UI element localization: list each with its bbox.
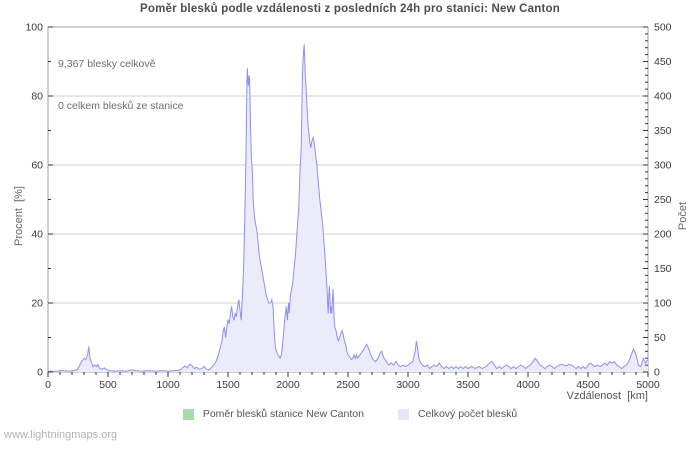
- right-axis-tick-label: 400: [654, 91, 672, 103]
- right-axis-tick-label: 300: [654, 160, 672, 172]
- x-axis-tick-label: 1000: [156, 379, 180, 391]
- totals-annotation: 9,367 blesky celkově 0 celkem blesků ze …: [58, 29, 183, 141]
- x-axis-tick-label: 1500: [216, 379, 240, 391]
- ratio-series-swatch: [182, 408, 194, 420]
- x-axis-tick-label: 2000: [276, 379, 300, 391]
- left-axis-tick-label: 60: [31, 160, 43, 172]
- legend-item-total: Celkový počet blesků: [397, 408, 518, 420]
- x-axis-tick-label: 4500: [576, 379, 600, 391]
- x-axis-tick-label: 3500: [456, 379, 480, 391]
- right-axis-tick-label: 100: [654, 298, 672, 310]
- left-axis-tick-label: 100: [25, 22, 43, 34]
- total-series-label: Celkový počet blesků: [417, 408, 518, 420]
- total-series-swatch: [397, 408, 409, 420]
- ratio-series-label: Poměr blesků stanice New Canton: [202, 408, 364, 420]
- x-axis-tick-label: 500: [99, 379, 117, 391]
- chart-title: Poměr blesků podle vzdálenosti z posledn…: [140, 3, 560, 15]
- x-axis-tick-label: 5000: [636, 379, 660, 391]
- left-axis-tick-label: 20: [31, 298, 43, 310]
- left-axis-tick-label: 80: [31, 91, 43, 103]
- left-axis-tick-label: 40: [31, 229, 43, 241]
- x-axis-tick-label: 4000: [516, 379, 540, 391]
- legend: Poměr blesků stanice New Canton Celkový …: [0, 408, 700, 420]
- right-axis-tick-label: 250: [654, 194, 672, 206]
- right-axis-title: Počet: [677, 201, 689, 231]
- left-axis-title: Procent [%]: [13, 186, 25, 246]
- x-axis-tick-label: 3000: [396, 379, 420, 391]
- x-axis-tick-label: 2500: [336, 379, 360, 391]
- right-axis-tick-label: 200: [654, 229, 672, 241]
- right-axis-tick-label: 0: [654, 367, 660, 379]
- x-axis-tick-label: 0: [45, 379, 51, 391]
- right-axis-tick-label: 150: [654, 263, 672, 275]
- right-axis-tick-label: 450: [654, 56, 672, 68]
- total-strikes-line: [48, 44, 649, 372]
- legend-item-ratio: Poměr blesků stanice New Canton: [182, 408, 364, 420]
- watermark-url: www.lightningmaps.org: [4, 429, 118, 441]
- total-strikes-text: 9,367 blesky celkově: [58, 58, 156, 70]
- right-axis-tick-label: 350: [654, 125, 672, 137]
- station-strikes-text: 0 celkem blesků ze stanice: [58, 100, 184, 112]
- right-axis-tick-label: 50: [654, 332, 666, 344]
- right-axis-tick-label: 500: [654, 22, 672, 34]
- x-axis-title: Vzdálenost [km]: [566, 390, 648, 402]
- left-axis-tick-label: 0: [37, 367, 43, 379]
